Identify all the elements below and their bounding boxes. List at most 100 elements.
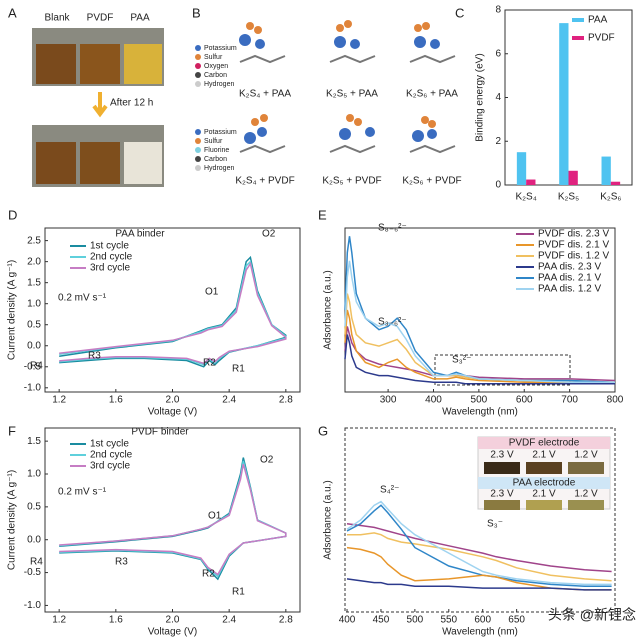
x-tick-label: K₂S₆ [600, 192, 621, 203]
x-tick-label: 2.4 [222, 615, 236, 626]
legend-text: Hydrogen [204, 81, 234, 88]
vial-label: PAA [130, 13, 150, 24]
panel-label: A [8, 5, 17, 20]
legend-text: Carbon [204, 156, 227, 163]
x-tick-label: 400 [425, 395, 442, 406]
legend-text: PVDF [588, 33, 615, 44]
panel-label: G [318, 423, 328, 438]
x-tick-label: 1.6 [109, 395, 123, 406]
legend-text: Hydrogen [204, 165, 234, 172]
panel-label: C [455, 5, 464, 20]
bar [568, 170, 578, 185]
annotation: S₃₋₆²⁻ [378, 317, 407, 328]
legend-text: 3rd cycle [90, 461, 130, 472]
annotation: 0.2 mV s⁻¹ [58, 293, 107, 304]
x-axis-label: Wavelength (nm) [442, 407, 518, 418]
caption: K₂S₄ + PAA [239, 89, 291, 100]
y-tick-label: 6 [495, 48, 501, 59]
series-line [344, 326, 616, 382]
x-tick-label: 300 [380, 395, 397, 406]
series-line [346, 500, 612, 586]
x-tick-label: 2.8 [279, 395, 293, 406]
bar [526, 179, 536, 185]
y-tick-label: 1.5 [27, 277, 41, 288]
annotation: R2 [203, 358, 216, 369]
annotation: R4 [30, 557, 43, 568]
y-tick-label: 2 [495, 136, 501, 147]
series-line [344, 260, 615, 383]
atom-legend [195, 45, 201, 171]
x-tick-label: K₂S₄ [516, 192, 537, 203]
legend-swatch [572, 36, 584, 40]
bar [559, 23, 569, 185]
watermark: 头条 @新锂念 [548, 607, 636, 623]
chart-title: PVDF binder [131, 427, 189, 438]
caption: K₂S₅ + PVDF [322, 176, 381, 187]
legend-text: PAA dis. 2.1 V [538, 273, 602, 284]
legend-text: Potassium [204, 129, 237, 136]
inset-photos [477, 436, 611, 510]
series-line [59, 463, 287, 576]
y-tick-label: 1.0 [27, 469, 41, 480]
annotation: R3 [88, 351, 101, 362]
highlight-box [434, 354, 571, 386]
chart-title: PAA binder [115, 229, 165, 240]
y-tick-label: -1.0 [24, 600, 42, 611]
panel-label: B [192, 5, 201, 20]
legend-text: Oxygen [204, 63, 228, 70]
series-line [346, 546, 612, 591]
x-axis-label: Wavelength (nm) [442, 627, 518, 638]
x-tick-label: 2.0 [166, 395, 180, 406]
annotation: O2 [260, 455, 274, 466]
y-tick-label: -0.5 [24, 361, 42, 372]
y-tick-label: 1.5 [27, 436, 41, 447]
series-line [344, 293, 616, 383]
inset-label: 1.2 V [574, 489, 598, 500]
legend-text: Sulfur [204, 54, 223, 61]
x-axis-label: Voltage (V) [148, 407, 197, 418]
series-line [344, 334, 615, 385]
y-tick-label: 8 [495, 5, 501, 16]
x-tick-label: 400 [339, 615, 356, 626]
legend-swatch [572, 18, 584, 22]
caption: K₂S₄ + PVDF [235, 176, 294, 187]
annotation: O2 [262, 229, 276, 240]
y-tick-label: 2.0 [27, 256, 41, 267]
bar [601, 156, 611, 185]
plot-frame [344, 427, 616, 613]
annotation: O1 [208, 511, 222, 522]
legend-text: PAA dis. 1.2 V [538, 284, 602, 295]
x-tick-label: 800 [607, 395, 624, 406]
series-line [59, 460, 287, 578]
x-tick-label: 1.6 [109, 615, 123, 626]
x-tick-label: 500 [471, 395, 488, 406]
y-axis-label: Current density (A g⁻¹) [7, 470, 18, 570]
series-line [59, 261, 287, 365]
x-axis-label: Voltage (V) [148, 627, 197, 638]
series-line [346, 504, 612, 587]
y-axis-label: Current density (A g⁻¹) [7, 260, 18, 360]
annotation: R1 [232, 364, 245, 375]
panel-label: F [8, 423, 16, 438]
inset-label: 2.3 V [490, 489, 514, 500]
inset-label: 2.1 V [532, 450, 556, 461]
legend-text: 1st cycle [90, 439, 129, 450]
note: After 12 h [110, 98, 153, 109]
caption: K₂S₅ + PAA [326, 89, 378, 100]
x-tick-label: 650 [508, 615, 525, 626]
annotation: R3 [115, 557, 128, 568]
legend-text: 1st cycle [90, 241, 129, 252]
caption: K₂S₆ + PVDF [402, 176, 461, 187]
y-tick-label: 0.0 [27, 340, 41, 351]
inset-label: 2.3 V [490, 450, 514, 461]
y-tick-label: 0.5 [27, 501, 41, 512]
bar [516, 152, 527, 185]
legend-text: PAA dis. 2.3 V [538, 262, 602, 273]
bar [610, 181, 621, 185]
legend-text: PAA [588, 15, 608, 26]
inset-label: 2.1 V [532, 489, 556, 500]
legend-text: Potassium [204, 45, 237, 52]
annotation: R2 [202, 569, 215, 580]
series-line [59, 457, 287, 581]
